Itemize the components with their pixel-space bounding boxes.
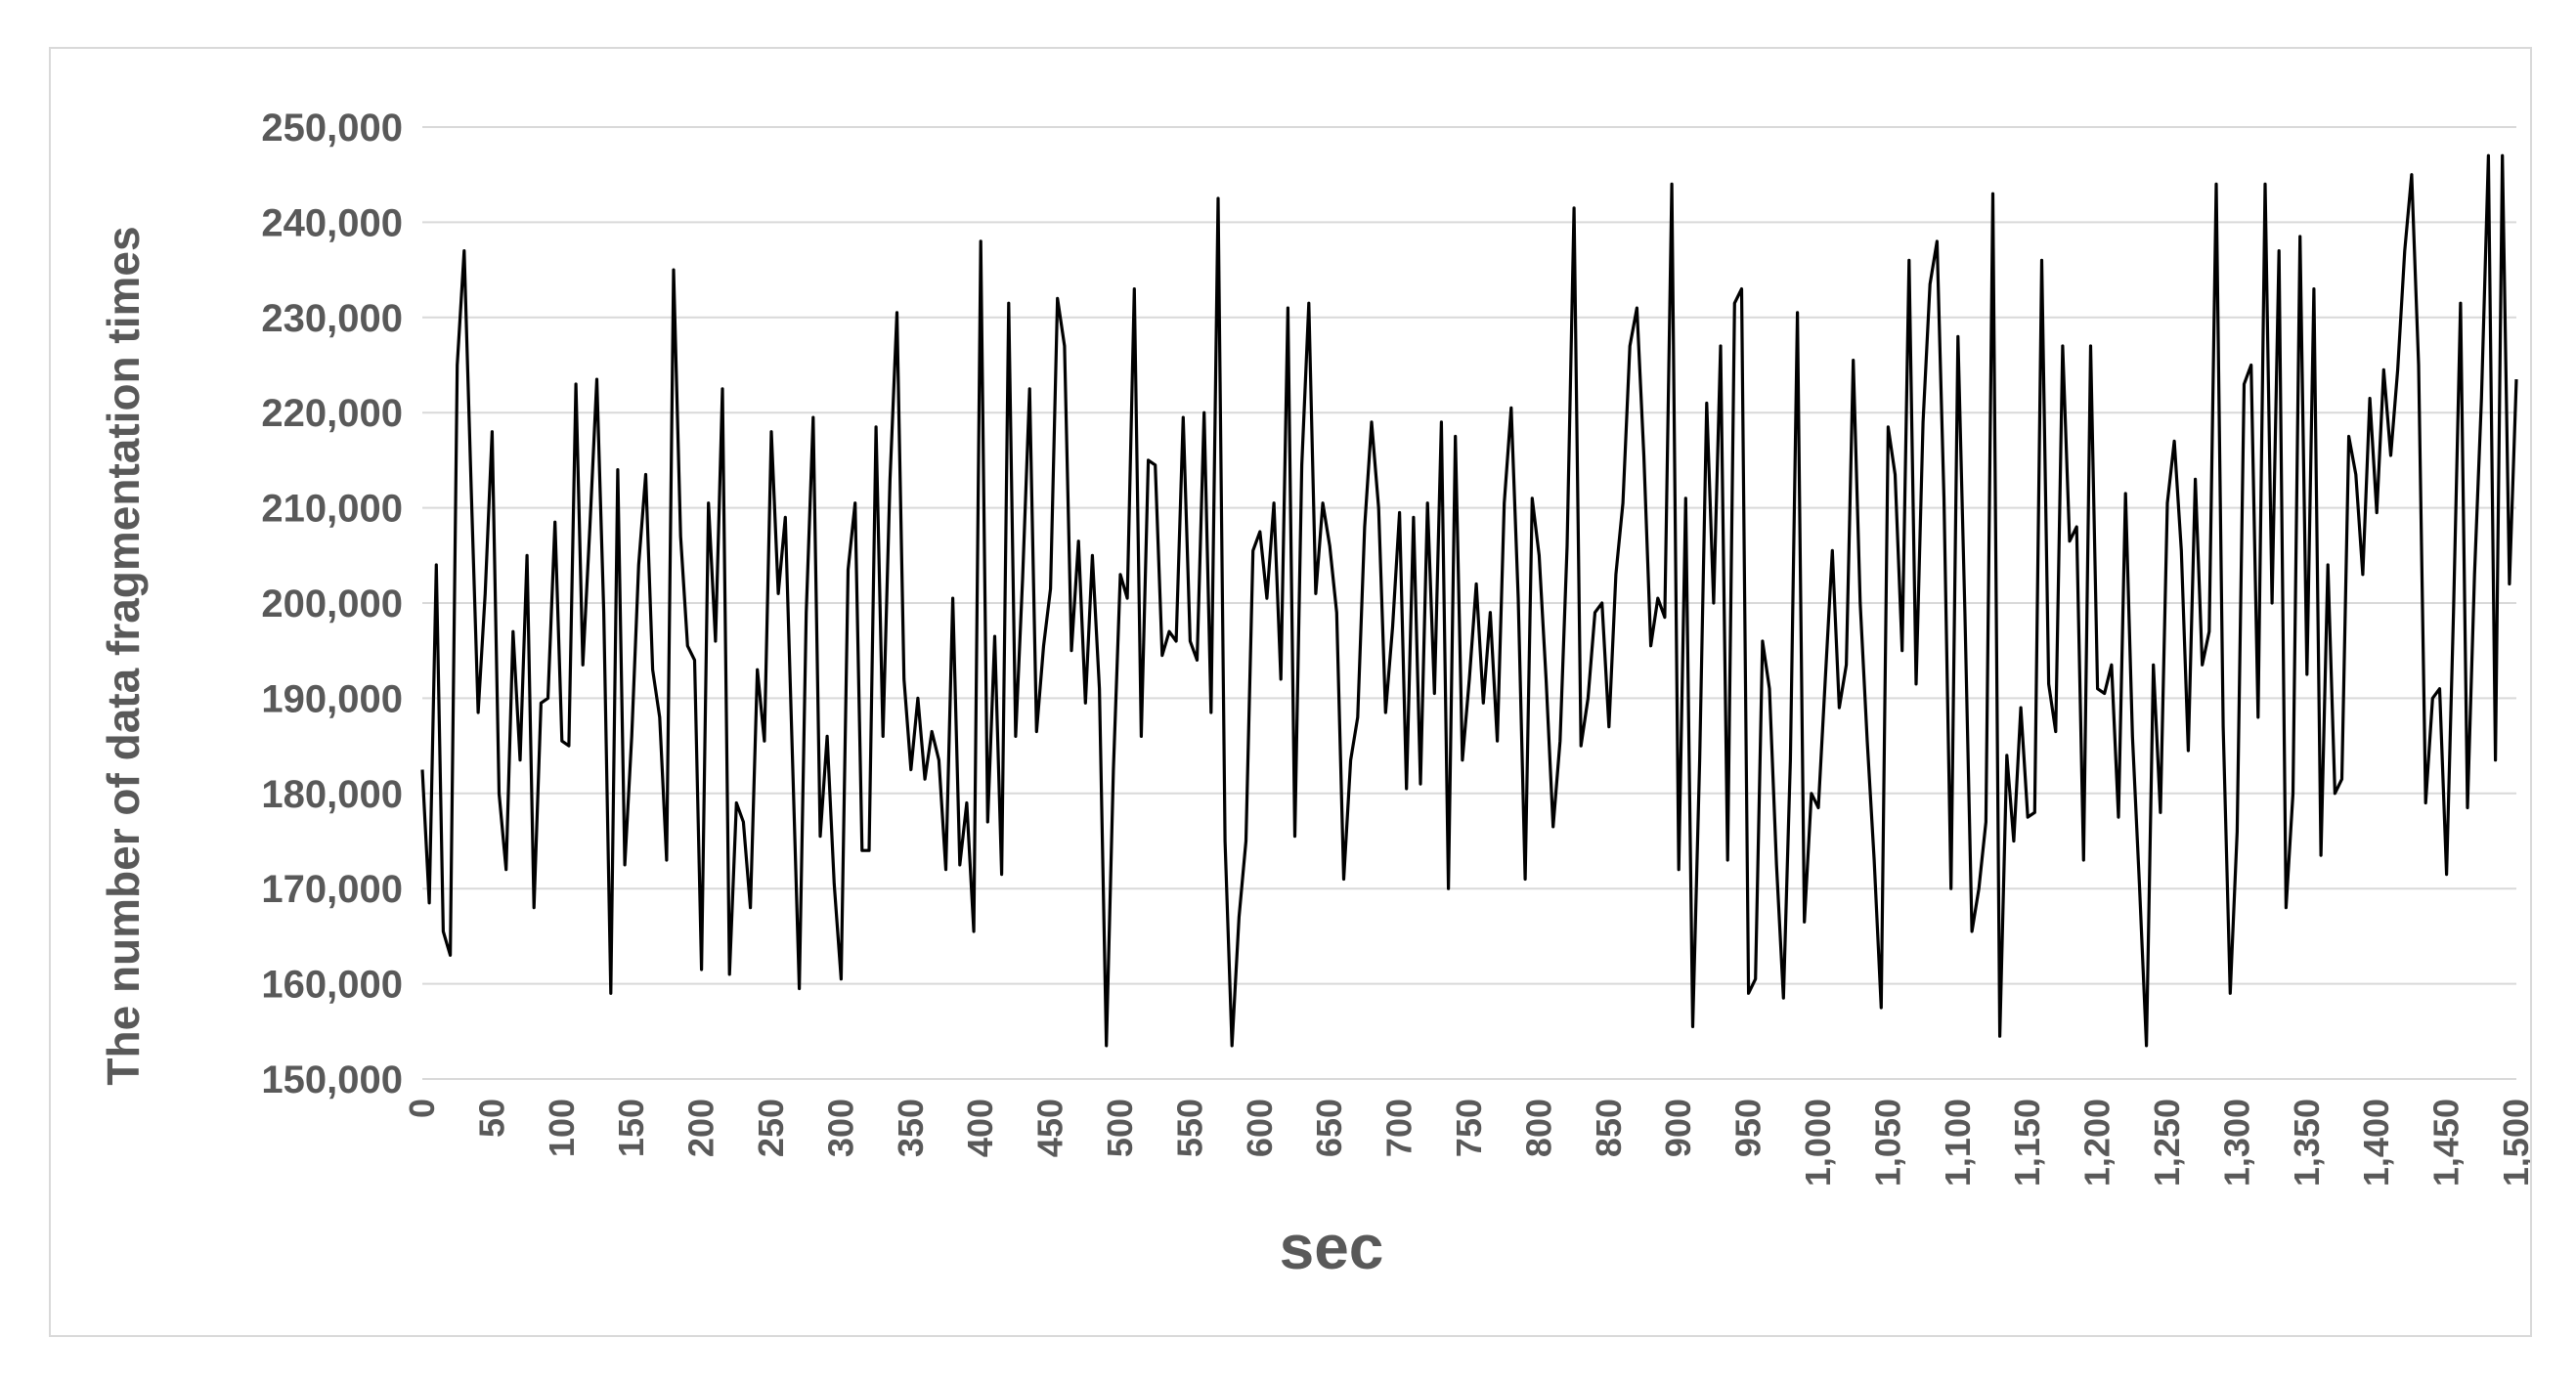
x-tick-label: 1,200 [2077, 1099, 2118, 1187]
x-tick-label: 1,400 [2356, 1099, 2396, 1187]
y-tick-label: 190,000 [261, 677, 403, 720]
x-tick-label: 150 [611, 1099, 651, 1157]
y-axis-ticks: 150,000 160,000 170,000 180,000 190,000 200,0… [261, 107, 403, 1101]
x-axis-ticks: 0 50 100 150 200 250 300 350 400 450 500 550 600 650 7… [402, 1099, 2530, 1187]
x-tick-label: 500 [1100, 1099, 1140, 1157]
x-axis-title: sec [1280, 1212, 1384, 1282]
y-tick-label: 200,000 [261, 583, 403, 626]
x-tick-label: 1,000 [1798, 1099, 1838, 1187]
x-tick-label: 200 [681, 1099, 721, 1157]
x-tick-label: 250 [751, 1099, 791, 1157]
series-layer [420, 153, 2518, 1048]
x-tick-label: 550 [1169, 1099, 1209, 1157]
x-tick-label: 100 [542, 1099, 582, 1157]
chart-frame: 150,000 160,000 170,000 180,000 190,000 200,0… [49, 47, 2532, 1337]
x-tick-label: 850 [1589, 1099, 1629, 1157]
x-tick-label: 400 [960, 1099, 1000, 1157]
x-tick-label: 450 [1030, 1099, 1070, 1157]
y-tick-label: 230,000 [261, 297, 403, 340]
y-tick-label: 170,000 [261, 868, 403, 911]
x-tick-label: 1,100 [1938, 1099, 1978, 1187]
line-chart: 150,000 160,000 170,000 180,000 190,000 200,0… [98, 107, 2530, 1282]
y-tick-label: 250,000 [261, 107, 403, 150]
gridlines [422, 126, 2516, 1080]
x-tick-label: 1,450 [2426, 1099, 2467, 1187]
y-tick-label: 210,000 [261, 488, 403, 531]
y-tick-label: 220,000 [261, 392, 403, 435]
x-tick-label: 50 [471, 1099, 511, 1138]
x-tick-label: 1,500 [2496, 1099, 2530, 1187]
x-tick-label: 1,050 [1867, 1099, 1907, 1187]
y-tick-label: 150,000 [261, 1058, 403, 1101]
y-tick-label: 160,000 [261, 964, 403, 1007]
x-tick-label: 950 [1728, 1099, 1768, 1157]
x-tick-label: 1,300 [2216, 1099, 2256, 1187]
x-tick-label: 800 [1518, 1099, 1558, 1157]
x-tick-label: 1,150 [2007, 1099, 2047, 1187]
x-tick-label: 350 [891, 1099, 931, 1157]
x-tick-label: 300 [820, 1099, 860, 1157]
y-axis-title: The number of data fragmentation times [98, 226, 149, 1085]
y-tick-label: 240,000 [261, 201, 403, 244]
y-tick-label: 180,000 [261, 773, 403, 816]
x-tick-label: 750 [1449, 1099, 1489, 1157]
x-tick-label: 1,350 [2287, 1099, 2327, 1187]
x-tick-label: 1,250 [2147, 1099, 2187, 1187]
x-tick-label: 600 [1240, 1099, 1280, 1157]
x-tick-label: 0 [402, 1099, 442, 1118]
x-tick-label: 700 [1379, 1099, 1419, 1157]
x-tick-label: 900 [1658, 1099, 1698, 1157]
series-line [420, 153, 2518, 1048]
x-tick-label: 650 [1309, 1099, 1349, 1157]
